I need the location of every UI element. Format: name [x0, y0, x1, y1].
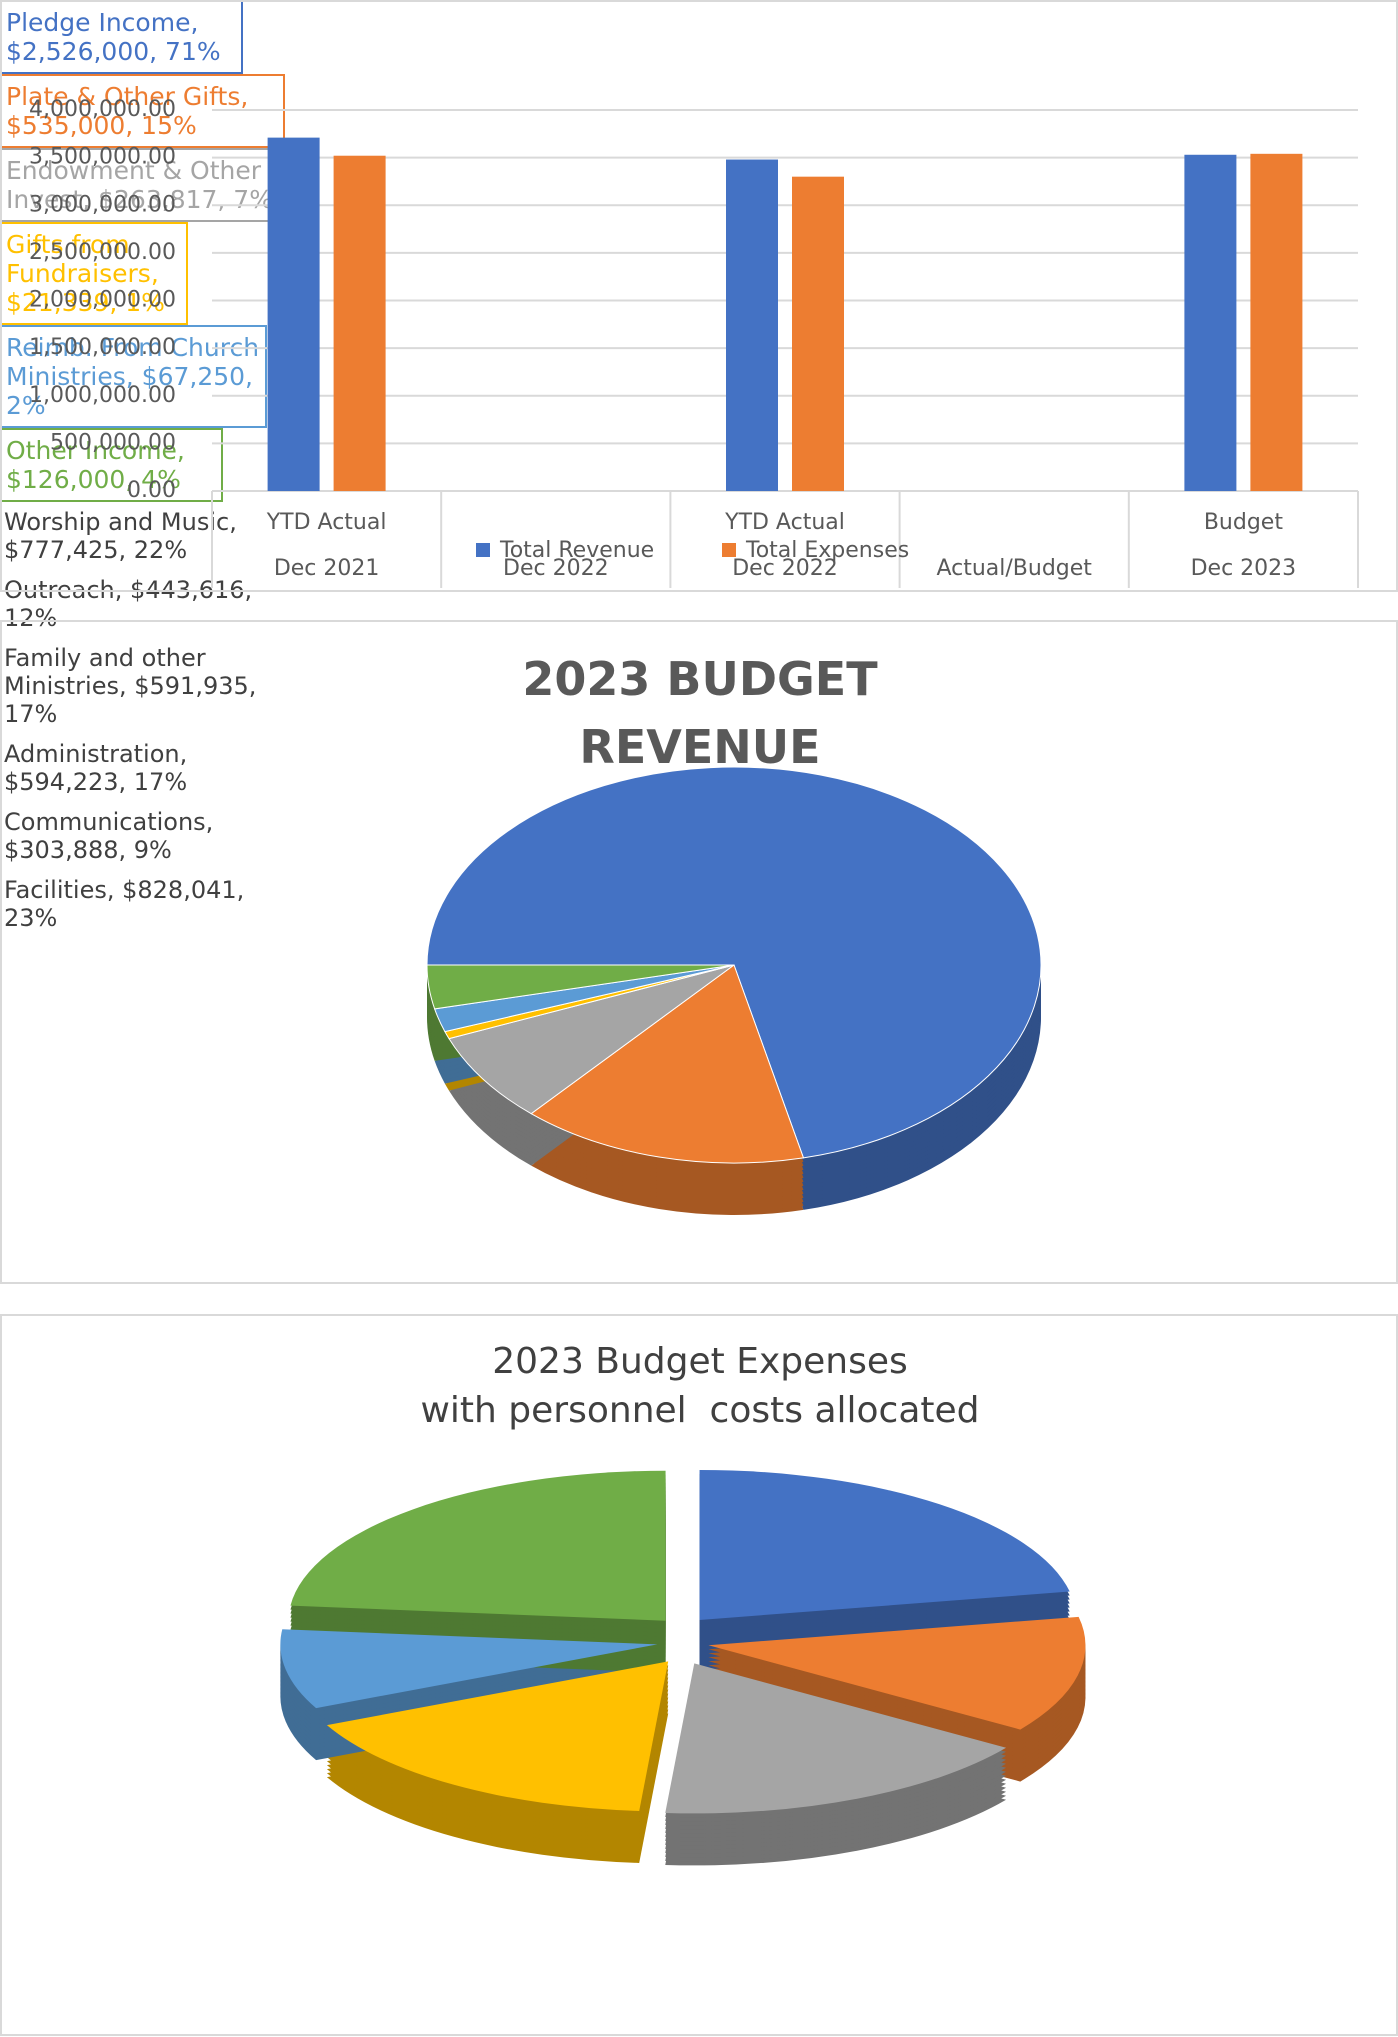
pie-slice: [699, 1469, 1070, 1620]
label-text: $828,041, 23%: [4, 876, 245, 932]
label-text: Communications,: [4, 808, 214, 836]
bar: [1184, 154, 1237, 491]
bar: [1250, 153, 1303, 491]
label-text: Gifts from Fundraisers,: [6, 230, 159, 288]
y-tick-label: 500,000.00: [50, 430, 176, 455]
chart-subtitle: with personnel costs allocated: [420, 1390, 980, 1431]
pie-slice: [448, 964, 735, 1115]
label-text: $777,425, 22%: [4, 536, 188, 564]
pie-slice: [530, 964, 805, 1164]
data-label: Family and other Ministries, $591,935, 1…: [0, 638, 288, 734]
label-text: Pledge Income,: [6, 8, 199, 37]
y-tick-label: 4,000,000.00: [29, 97, 176, 122]
label-text: Endowment & Other Invest,: [6, 156, 262, 214]
x-tick-label-2: Actual/Budget: [936, 556, 1092, 581]
label-text: $2,526,000, 71%: [6, 37, 221, 66]
data-label: Other Income, $126,000, 4%: [0, 428, 223, 502]
label-text: Family and other Ministries,: [4, 644, 206, 700]
label-text: Other Income,: [6, 436, 185, 465]
label-text: $535,000, 15%: [6, 111, 197, 140]
label-text: Plate & Other Gifts,: [6, 82, 249, 111]
x-tick-label-2: Dec 2022: [732, 556, 838, 581]
x-tick-label: YTD Actual: [724, 510, 845, 535]
pie-slice: [426, 766, 1042, 1159]
pie-slice: [290, 1470, 666, 1621]
x-tick-label-2: Dec 2022: [503, 556, 609, 581]
pie-slice: [708, 1616, 1086, 1730]
y-tick-label: 3,500,000.00: [29, 145, 176, 170]
x-tick-label-2: Dec 2021: [274, 556, 380, 581]
panel: [0, 1314, 1398, 2036]
chart-title: 2023 Budget Expenses: [492, 1341, 908, 1382]
label-text: Worship and Music,: [4, 508, 237, 536]
label-text: Facilities,: [4, 876, 115, 904]
pie-slice: [426, 964, 735, 1010]
data-label: Communications, $303,888, 9%: [0, 802, 278, 870]
data-label: Pledge Income, $2,526,000, 71%: [0, 0, 243, 74]
x-tick-label: Budget: [1204, 510, 1284, 535]
label-text: $126,000, 4%: [6, 465, 181, 494]
data-label: Administration, $594,223, 17%: [0, 734, 288, 802]
label-text: Reimb. From Church Ministries,: [6, 333, 260, 391]
x-tick-label: YTD Actual: [266, 510, 387, 535]
data-label: Gifts from Fundraisers, $21,339, 1%: [0, 222, 188, 325]
bar: [726, 159, 778, 491]
y-tick-label: 2,000,000.00: [29, 288, 176, 313]
label-text: $263,817, 7%: [98, 185, 273, 214]
bar: [333, 155, 386, 491]
y-tick-label: 1,000,000.00: [29, 383, 176, 408]
y-tick-label: 0.00: [127, 478, 176, 503]
y-tick-label: 1,500,000.00: [29, 335, 176, 360]
legend-label: Total Expenses: [745, 538, 909, 563]
y-tick-label: 3,000,000.00: [29, 192, 176, 217]
legend-swatch: [722, 543, 736, 557]
chart-title: 2023 BUDGET REVENUE: [522, 652, 878, 774]
bar: [792, 176, 844, 492]
data-label: Endowment & Other Invest, $263,817, 7%: [0, 148, 283, 222]
data-label: Reimb. From Church Ministries, $67,250, …: [0, 325, 267, 428]
label-text: $594,223, 17%: [4, 768, 188, 796]
y-tick-label: 2,500,000.00: [29, 240, 176, 265]
data-label: Worship and Music, $777,425, 22%: [0, 502, 288, 570]
x-tick-label-2: Dec 2023: [1191, 556, 1297, 581]
label-text: $21,339, 1%: [6, 288, 165, 317]
legend-label: Total Revenue: [499, 538, 654, 563]
pie-slice: [326, 1661, 669, 1811]
panel: [0, 620, 1398, 1284]
pie-slice: [280, 1629, 658, 1709]
legend-swatch: [476, 543, 490, 557]
label-text: $303,888, 9%: [4, 836, 172, 864]
bar: [267, 137, 320, 491]
label-text: $67,250, 2%: [6, 362, 253, 420]
panel: [0, 0, 1398, 592]
label-text: $591,935, 17%: [4, 672, 257, 728]
label-text: Administration,: [4, 740, 188, 768]
data-label: Facilities, $828,041, 23%: [0, 870, 268, 938]
pie-slice: [665, 1663, 1007, 1814]
